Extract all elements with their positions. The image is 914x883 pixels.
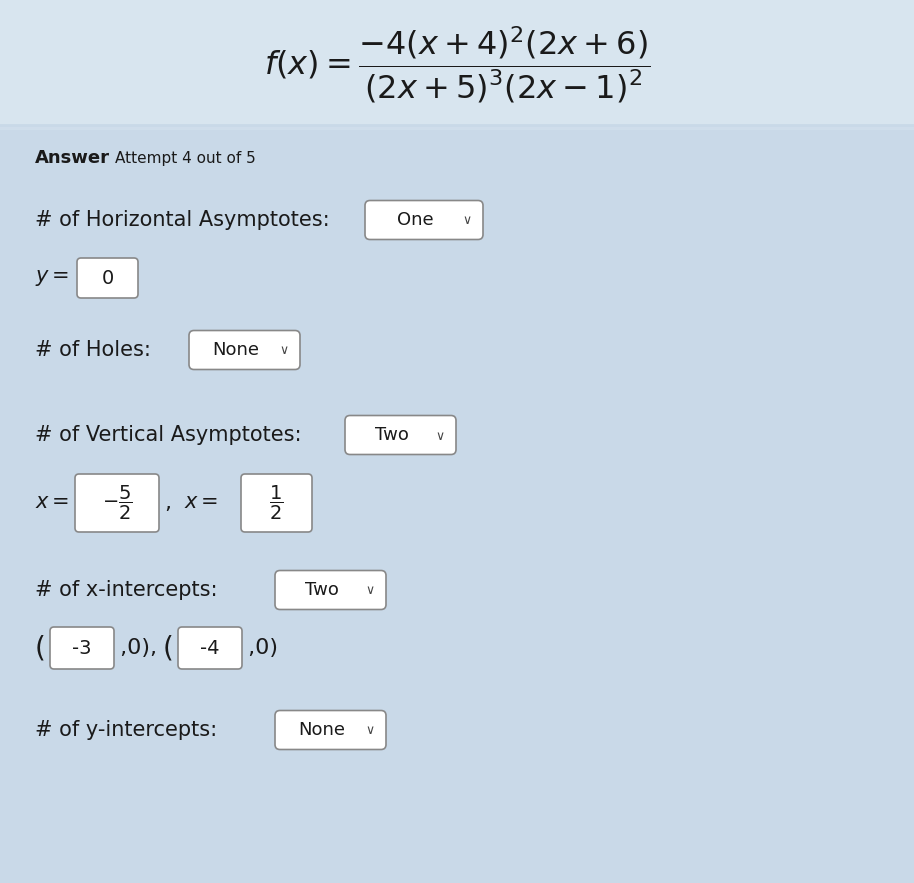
Text: -4: -4	[200, 638, 219, 658]
Text: $y =$: $y =$	[35, 268, 69, 288]
FancyBboxPatch shape	[178, 627, 242, 669]
Text: Answer: Answer	[35, 149, 110, 167]
Text: # of y-intercepts:: # of y-intercepts:	[35, 720, 218, 740]
Text: # of Horizontal Asymptotes:: # of Horizontal Asymptotes:	[35, 210, 330, 230]
FancyBboxPatch shape	[275, 711, 386, 750]
Text: $f(x) = \dfrac{-4(x+4)^{2}(2x+6)}{(2x+5)^{3}(2x-1)^{2}}$: $f(x) = \dfrac{-4(x+4)^{2}(2x+6)}{(2x+5)…	[264, 25, 650, 105]
Text: ,: ,	[165, 493, 172, 513]
Text: $x =$: $x =$	[184, 494, 218, 512]
FancyBboxPatch shape	[275, 570, 386, 609]
Text: $x =$: $x =$	[35, 494, 69, 512]
Text: ∨: ∨	[280, 344, 289, 358]
Text: -3: -3	[72, 638, 91, 658]
Text: None: None	[298, 721, 345, 739]
FancyBboxPatch shape	[189, 330, 300, 369]
FancyBboxPatch shape	[77, 258, 138, 298]
FancyBboxPatch shape	[50, 627, 114, 669]
Text: None: None	[212, 341, 259, 359]
Text: One: One	[397, 211, 433, 229]
Text: # of x-intercepts:: # of x-intercepts:	[35, 580, 218, 600]
Text: $-\dfrac{5}{2}$: $-\dfrac{5}{2}$	[101, 484, 133, 522]
Text: Two: Two	[375, 426, 409, 444]
Text: ,0): ,0)	[241, 638, 278, 658]
FancyBboxPatch shape	[345, 416, 456, 455]
Text: Attempt 4 out of 5: Attempt 4 out of 5	[115, 150, 256, 165]
Text: 0: 0	[101, 268, 113, 288]
FancyBboxPatch shape	[241, 474, 312, 532]
Text: (: (	[163, 634, 174, 662]
Text: (: (	[35, 634, 46, 662]
Text: # of Holes:: # of Holes:	[35, 340, 151, 360]
FancyBboxPatch shape	[75, 474, 159, 532]
Text: ∨: ∨	[366, 724, 375, 737]
FancyBboxPatch shape	[0, 0, 914, 125]
Text: Two: Two	[304, 581, 338, 599]
Text: ∨: ∨	[366, 585, 375, 598]
Text: ∨: ∨	[462, 215, 472, 228]
FancyBboxPatch shape	[365, 200, 483, 239]
Text: # of Vertical Asymptotes:: # of Vertical Asymptotes:	[35, 425, 302, 445]
Text: ,0),: ,0),	[113, 638, 157, 658]
Text: ∨: ∨	[435, 429, 444, 442]
Text: $\dfrac{1}{2}$: $\dfrac{1}{2}$	[270, 484, 283, 522]
